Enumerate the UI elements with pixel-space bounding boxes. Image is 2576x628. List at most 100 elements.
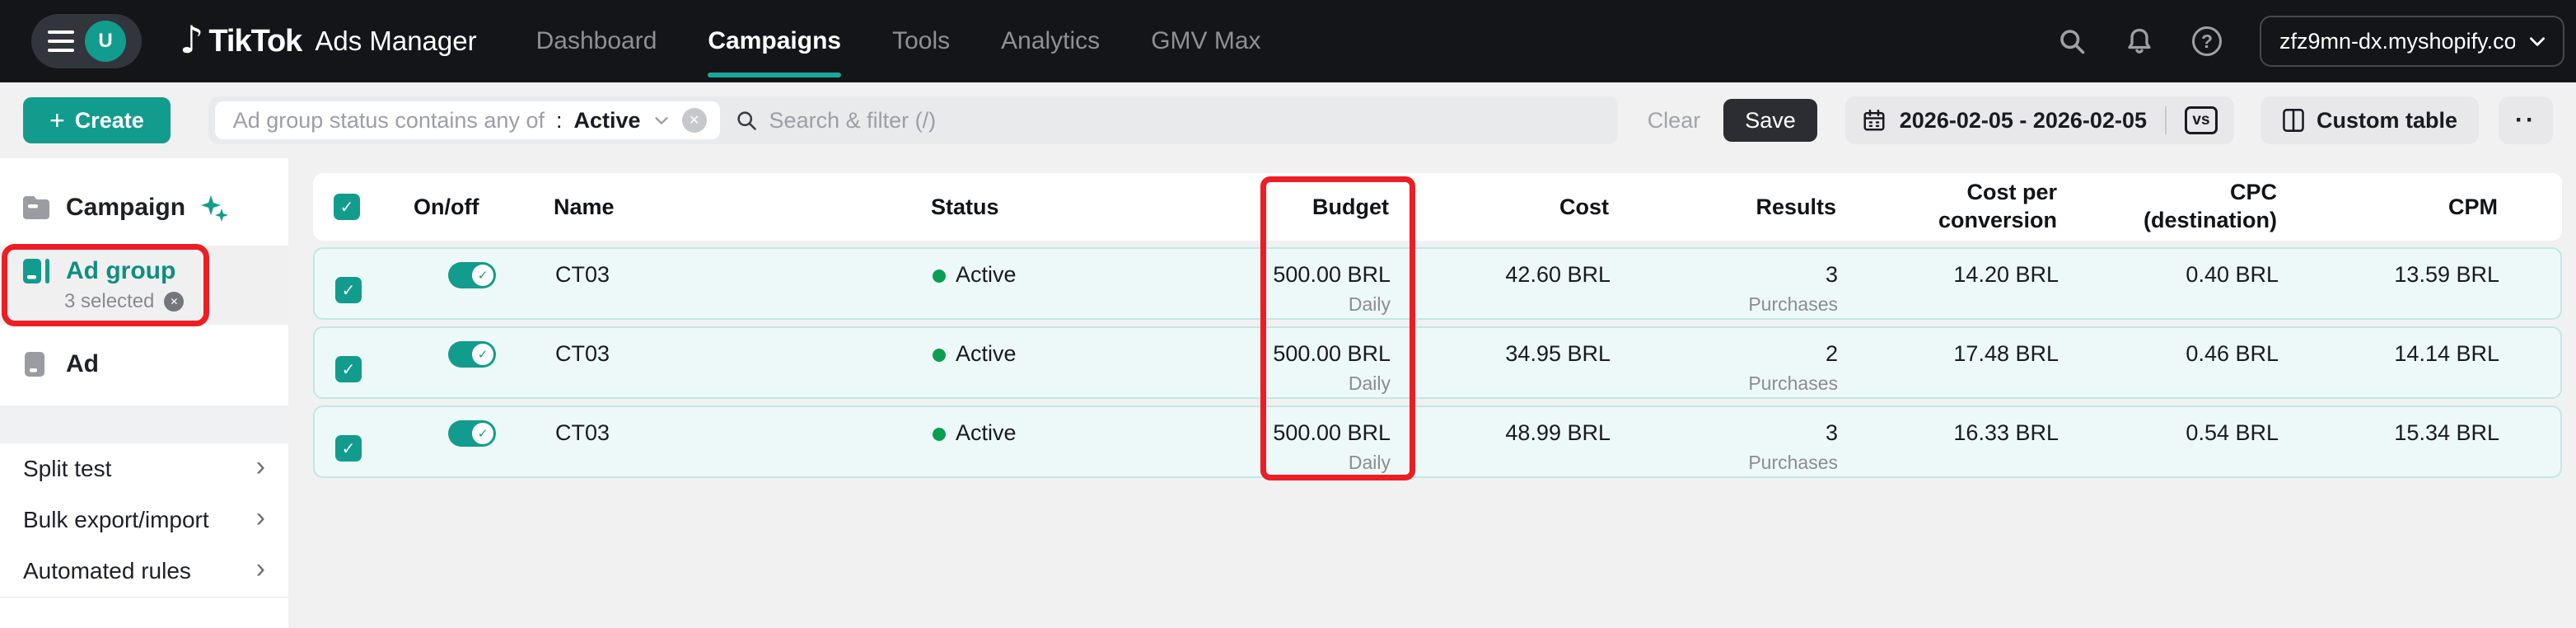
create-button[interactable]: + Create (23, 97, 171, 143)
onoff-toggle[interactable]: ✓ (448, 341, 496, 368)
sidebar-item-label: Campaign (66, 194, 186, 221)
toggle-knob: ✓ (472, 265, 493, 286)
sidebar-section-divider (0, 405, 288, 443)
sparkle-icon (201, 195, 229, 222)
filter-chip-value: Active (573, 107, 641, 133)
col-header-cpm[interactable]: CPM (2448, 194, 2498, 219)
row-checkbox[interactable]: ✓ (335, 277, 362, 303)
custom-table-button[interactable]: Custom table (2260, 96, 2480, 144)
nav-analytics[interactable]: Analytics (1001, 27, 1101, 54)
filter-chip-prefix: Ad group status contains any of (232, 107, 545, 133)
hamburger-menu-icon[interactable] (48, 30, 74, 52)
budget-cell: 500.00 BRL Daily (1273, 420, 1391, 473)
cpm-cell: 13.59 BRL (2394, 262, 2499, 287)
cost-cell: 48.99 BRL (1505, 420, 1611, 445)
col-header-budget[interactable]: Budget (1312, 194, 1389, 219)
navbar-right: ? zfz9mn-dx.myshopify.co... (2057, 16, 2564, 67)
compare-vs-button[interactable]: vs (2184, 106, 2218, 134)
sidebar-item-label: Ad (66, 350, 99, 377)
nav-gmv-max[interactable]: GMV Max (1151, 27, 1261, 54)
chevron-down-icon (2530, 37, 2545, 46)
col-header-cost[interactable]: Cost (1559, 194, 1609, 219)
level-sidebar: Campaign Ad group 3 selected ✕ (0, 158, 288, 628)
cost-cell: 42.60 BRL (1505, 262, 1611, 287)
status-dot (933, 349, 946, 362)
sidebar-item-label: Ad group (66, 257, 176, 284)
budget-cell: 500.00 BRL Daily (1273, 262, 1391, 315)
col-header-status[interactable]: Status (931, 194, 999, 219)
select-all-checkbox[interactable]: ✓ (334, 194, 360, 220)
brand-suffix: Ads Manager (315, 26, 477, 56)
ad-icon (25, 352, 44, 377)
sidebar-item-ad-group[interactable]: Ad group 3 selected ✕ (0, 246, 288, 325)
notifications-bell-icon[interactable] (2125, 26, 2154, 56)
filter-chip-separator: : (555, 107, 563, 133)
divider (0, 597, 288, 598)
col-header-results[interactable]: Results (1756, 194, 1836, 219)
cpc-cell: 0.46 BRL (2186, 341, 2279, 366)
onoff-toggle[interactable]: ✓ (448, 420, 496, 447)
account-name: zfz9mn-dx.myshopify.co... (2279, 28, 2515, 54)
avatar[interactable]: U (85, 21, 126, 62)
search-icon[interactable] (2057, 26, 2087, 56)
search-icon (736, 111, 756, 130)
chevron-right-icon: › (255, 553, 265, 584)
status-filter-chip[interactable]: Ad group status contains any of : Active… (214, 101, 720, 139)
status-dot (933, 269, 946, 283)
remove-filter-icon[interactable]: ✕ (681, 108, 707, 133)
status-cell: Active (933, 420, 1061, 476)
ad-group-name[interactable]: CT03 (555, 420, 610, 445)
folder-icon (23, 196, 49, 219)
cpc-cell: 0.54 BRL (2186, 420, 2279, 445)
columns-icon (2283, 109, 2304, 132)
menu-avatar-pill: U (31, 14, 142, 68)
nav-tools[interactable]: Tools (892, 27, 951, 54)
date-range-value[interactable]: 2026-02-05 - 2026-02-05 (1899, 107, 2147, 133)
tiktok-note-icon: ♪ (180, 17, 204, 62)
chevron-right-icon: › (255, 502, 265, 533)
col-header-cpc-destination[interactable]: CPC (destination) (2144, 180, 2277, 232)
tiktok-logo: ♪ TikTok Ads Manager (180, 17, 477, 62)
col-header-onoff[interactable]: On/off (414, 194, 479, 219)
filter-toolbar: + Create Ad group status contains any of… (0, 82, 2576, 158)
nav-dashboard[interactable]: Dashboard (535, 27, 657, 54)
divider (2164, 106, 2167, 134)
nav-campaigns[interactable]: Campaigns (708, 0, 841, 82)
search-filter-bar[interactable]: Ad group status contains any of : Active… (208, 96, 1618, 144)
cpm-cell: 15.34 BRL (2394, 420, 2499, 445)
col-header-name[interactable]: Name (554, 194, 615, 219)
search-input[interactable]: Search & filter (/) (735, 108, 1611, 134)
sidebar-item-bulk-export-import[interactable]: Bulk export/import › (23, 502, 265, 533)
sidebar-item-split-test[interactable]: Split test › (23, 451, 265, 482)
clear-button[interactable]: Clear (1647, 107, 1701, 133)
row-checkbox[interactable]: ✓ (335, 356, 362, 382)
ad-group-name[interactable]: CT03 (555, 341, 610, 366)
brand-name: TikTok (208, 23, 302, 59)
selected-count: 3 selected (64, 290, 155, 312)
toggle-knob: ✓ (472, 423, 493, 444)
chevron-down-icon[interactable] (652, 111, 671, 129)
sidebar-item-campaign[interactable]: Campaign (0, 181, 288, 234)
table-row: ✓ ✓ CT03 Active 500.00 BRL Daily 42.60 B… (313, 247, 2562, 320)
account-selector[interactable]: zfz9mn-dx.myshopify.co... (2260, 16, 2564, 67)
ad-group-icon (23, 259, 49, 284)
ad-group-name[interactable]: CT03 (555, 262, 610, 287)
sidebar-item-automated-rules[interactable]: Automated rules › (23, 553, 265, 584)
cpm-cell: 14.14 BRL (2394, 341, 2499, 366)
more-options-button[interactable]: ·· (2499, 96, 2553, 144)
clear-selection-icon[interactable]: ✕ (164, 292, 185, 312)
row-checkbox[interactable]: ✓ (335, 435, 362, 462)
status-dot (933, 428, 946, 441)
sidebar-item-ad[interactable]: Ad (0, 338, 288, 391)
cost-cell: 34.95 BRL (1505, 341, 1611, 366)
onoff-toggle[interactable]: ✓ (448, 262, 496, 288)
col-header-cost-per-conversion[interactable]: Cost per conversion (1938, 180, 2057, 232)
cost-per-conversion-cell: 17.48 BRL (1953, 341, 2059, 366)
table-row: ✓ ✓ CT03 Active 500.00 BRL Daily 48.99 B… (313, 405, 2562, 478)
date-range-group: 2026-02-05 - 2026-02-05 vs (1844, 96, 2234, 144)
save-button[interactable]: Save (1723, 99, 1817, 142)
help-icon[interactable]: ? (2192, 26, 2222, 56)
table-header-row: ✓ On/off Name Status Budget Cost Results… (313, 173, 2562, 241)
table-row: ✓ ✓ CT03 Active 500.00 BRL Daily 34.95 B… (313, 326, 2562, 399)
